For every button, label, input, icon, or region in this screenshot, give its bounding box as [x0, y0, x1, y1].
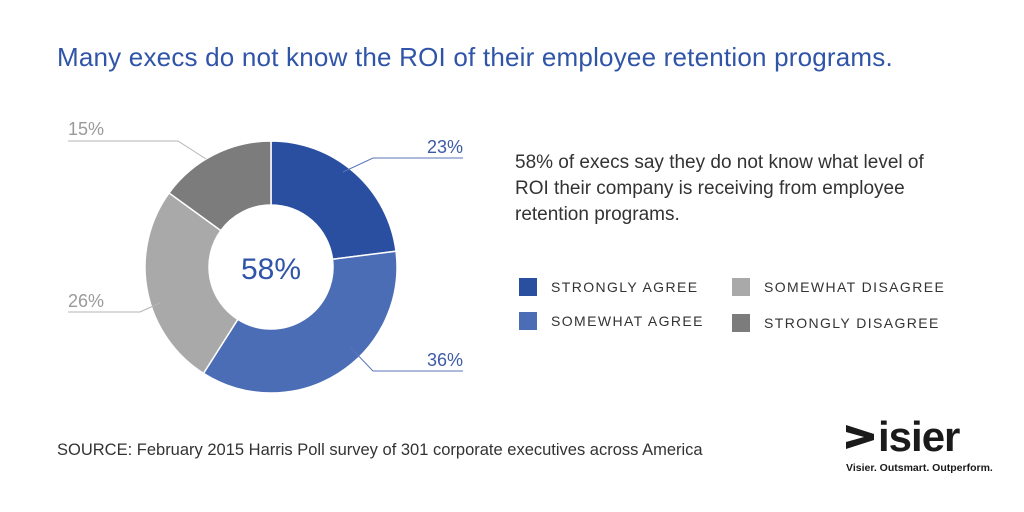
legend-label: STRONGLY AGREE [551, 279, 699, 295]
logo-wordmark: isier [846, 413, 986, 460]
chevron-icon [846, 425, 874, 449]
donut-slice-somewhat-agree [202, 250, 398, 394]
legend-swatch [732, 314, 750, 332]
legend-item-somewhat-disagree: SOMEWHAT DISAGREE [732, 278, 945, 296]
leader-line-somewhat-disagree [68, 302, 161, 313]
data-label-strongly-agree: 23% [427, 137, 463, 157]
leader-line-somewhat-agree [349, 346, 463, 372]
data-label-somewhat-disagree: 26% [68, 291, 104, 311]
legend-label: STRONGLY DISAGREE [764, 315, 940, 331]
data-label-strongly-disagree: 15% [68, 119, 104, 139]
description-text: 58% of execs say they do not know what l… [515, 152, 924, 225]
logo-tagline: Visier. Outsmart. Outperform. [846, 462, 993, 474]
donut-slices [144, 140, 398, 394]
donut-chart: 23% 36% 26% 15% 58% [68, 119, 463, 394]
center-label: 58% [241, 253, 301, 286]
legend-label: SOMEWHAT AGREE [551, 313, 704, 329]
donut-slice-strongly-agree [270, 140, 397, 261]
data-label-somewhat-agree: 36% [427, 350, 463, 370]
slice-labels: 23% 36% 26% 15% [68, 119, 463, 370]
logo-text: isier [878, 413, 960, 460]
legend-label: SOMEWHAT DISAGREE [764, 279, 946, 295]
leader-lines [68, 140, 463, 372]
legend-item-strongly-disagree: STRONGLY DISAGREE [732, 314, 940, 332]
legend-item-strongly-agree: STRONGLY AGREE [519, 278, 698, 296]
legend-swatch [732, 278, 750, 296]
visier-logo: isier Visier. Outsmart. Outperform. [846, 413, 993, 474]
leader-line-strongly-disagree [68, 140, 207, 160]
chart-title: Many execs do not know the ROI of their … [57, 42, 893, 72]
source-note: SOURCE: February 2015 Harris Poll survey… [57, 441, 703, 459]
leader-line-strongly-agree [342, 157, 463, 173]
donut-slice-somewhat-disagree [144, 191, 239, 375]
legend-swatch [519, 312, 537, 330]
donut-slice-strongly-disagree [168, 140, 272, 232]
legend-item-somewhat-agree: SOMEWHAT AGREE [519, 312, 704, 330]
legend-swatch [519, 278, 537, 296]
